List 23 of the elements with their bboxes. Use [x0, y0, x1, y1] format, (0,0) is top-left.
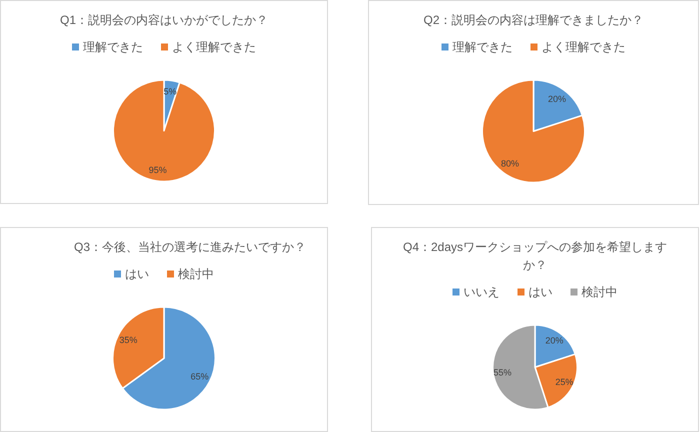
data-label: 20% — [548, 94, 566, 104]
legend-label: 理解できた — [83, 40, 143, 54]
data-label: 80% — [500, 158, 520, 169]
legend-label: はい — [528, 285, 552, 299]
data-label: 65% — [190, 371, 209, 382]
data-label: 25% — [555, 377, 574, 388]
legend-label: 検討中 — [178, 267, 214, 281]
legend-label: 理解できた — [452, 40, 512, 54]
data-label: 55% — [493, 367, 512, 378]
chart-title: Q3：今後、当社の選考に進みたいですか？ — [74, 240, 306, 254]
data-label: 95% — [148, 164, 167, 175]
legend-label: 検討中 — [582, 285, 618, 299]
legend-label: いいえ — [464, 285, 500, 299]
pie-slice — [482, 79, 586, 184]
chart-title: Q4：2daysワークショップへの参加を希望しますか？ — [402, 240, 668, 272]
pie-slice — [112, 79, 216, 182]
legend-label: はい — [125, 267, 149, 281]
legend-label: よく理解できた — [172, 40, 256, 54]
chart-title: Q2：説明会の内容は理解できましたか？ — [423, 13, 644, 27]
data-label: 20% — [545, 336, 564, 346]
data-label: 35% — [119, 335, 138, 346]
legend-label: よく理解できた — [542, 40, 626, 54]
chart-title: Q1：説明会の内容はいかがでしたか？ — [60, 13, 268, 27]
